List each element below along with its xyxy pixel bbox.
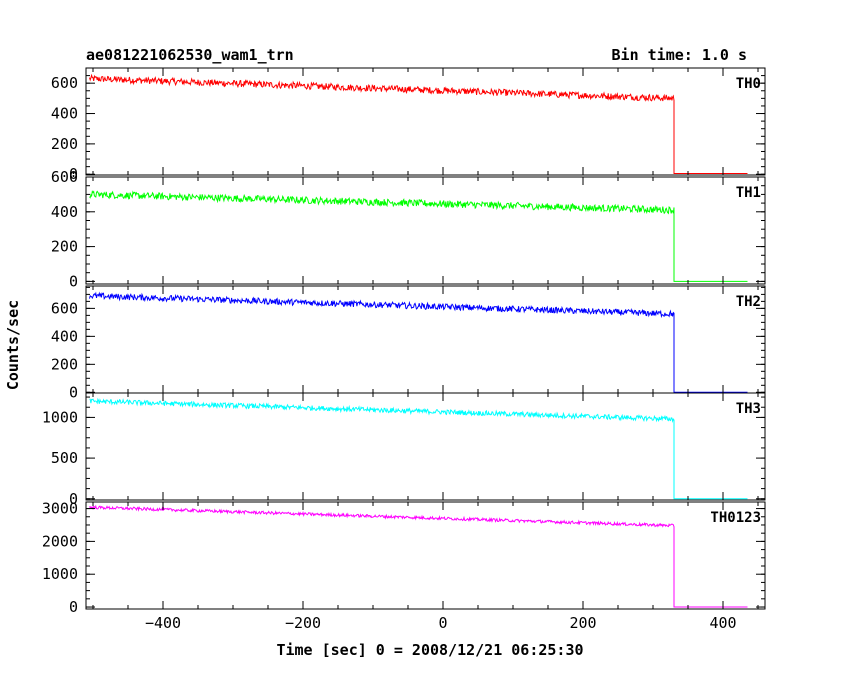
y-axis-label: Counts/sec — [4, 300, 22, 390]
y-tick-label: 0 — [69, 598, 78, 616]
bin-time-label: Bin time: 1.0 s — [612, 46, 747, 64]
y-tick-label: 600 — [51, 168, 78, 186]
x-tick-label: −400 — [145, 614, 181, 632]
chart-title: ae081221062530_wam1_trn — [86, 46, 294, 64]
y-tick-label: 400 — [51, 105, 78, 123]
panel-th3: 0 500 1000 TH3 — [42, 392, 766, 508]
series-line-th2 — [89, 291, 748, 393]
panel-frame — [85, 176, 766, 285]
panel-frame — [85, 67, 766, 176]
series-line-th3 — [89, 397, 748, 500]
x-tick-label: 200 — [569, 614, 596, 632]
panel-th2: 0 200 400 600 TH2 — [51, 285, 766, 401]
panel-th1: 0 200 400 600 TH1 — [51, 168, 766, 290]
y-tick-label: 400 — [51, 203, 78, 221]
y-tick-label: 400 — [51, 327, 78, 345]
x-tick-label: 400 — [709, 614, 736, 632]
x-tick-label: 0 — [438, 614, 447, 632]
series-label-th0: TH0 — [736, 76, 761, 92]
y-tick-label: 200 — [51, 238, 78, 256]
panel-th0: 0 200 400 600 TH0 — [51, 67, 766, 183]
series-label-th3: TH3 — [736, 401, 761, 417]
panel-frame — [85, 501, 766, 610]
panel-frame — [85, 392, 766, 501]
y-tick-label: 0 — [69, 165, 78, 183]
y-tick-label: 600 — [51, 299, 78, 317]
x-tick-label: −200 — [285, 614, 321, 632]
y-tick-label: 2000 — [42, 532, 78, 550]
x-axis-label: Time [sec] 0 = 2008/12/21 06:25:30 — [276, 641, 583, 659]
y-tick-label: 1000 — [42, 408, 78, 426]
y-tick-label: 200 — [51, 135, 78, 153]
y-tick-label: 0 — [69, 383, 78, 401]
panel-th0123: 0 1000 2000 3000 TH0123 — [42, 500, 766, 616]
series-line-th1 — [89, 190, 748, 282]
y-tick-label: 500 — [51, 449, 78, 467]
series-line-th0123 — [89, 504, 748, 608]
series-label-th0123: TH0123 — [710, 510, 761, 526]
series-label-th1: TH1 — [736, 185, 761, 201]
series-line-th0 — [89, 73, 748, 174]
y-tick-label: 200 — [51, 355, 78, 373]
y-tick-label: 0 — [69, 272, 78, 290]
y-tick-label: 0 — [69, 490, 78, 508]
y-tick-label: 1000 — [42, 565, 78, 583]
panel-frame — [85, 285, 766, 394]
series-label-th2: TH2 — [736, 294, 761, 310]
y-tick-label: 600 — [51, 74, 78, 92]
y-tick-label: 3000 — [42, 500, 78, 518]
